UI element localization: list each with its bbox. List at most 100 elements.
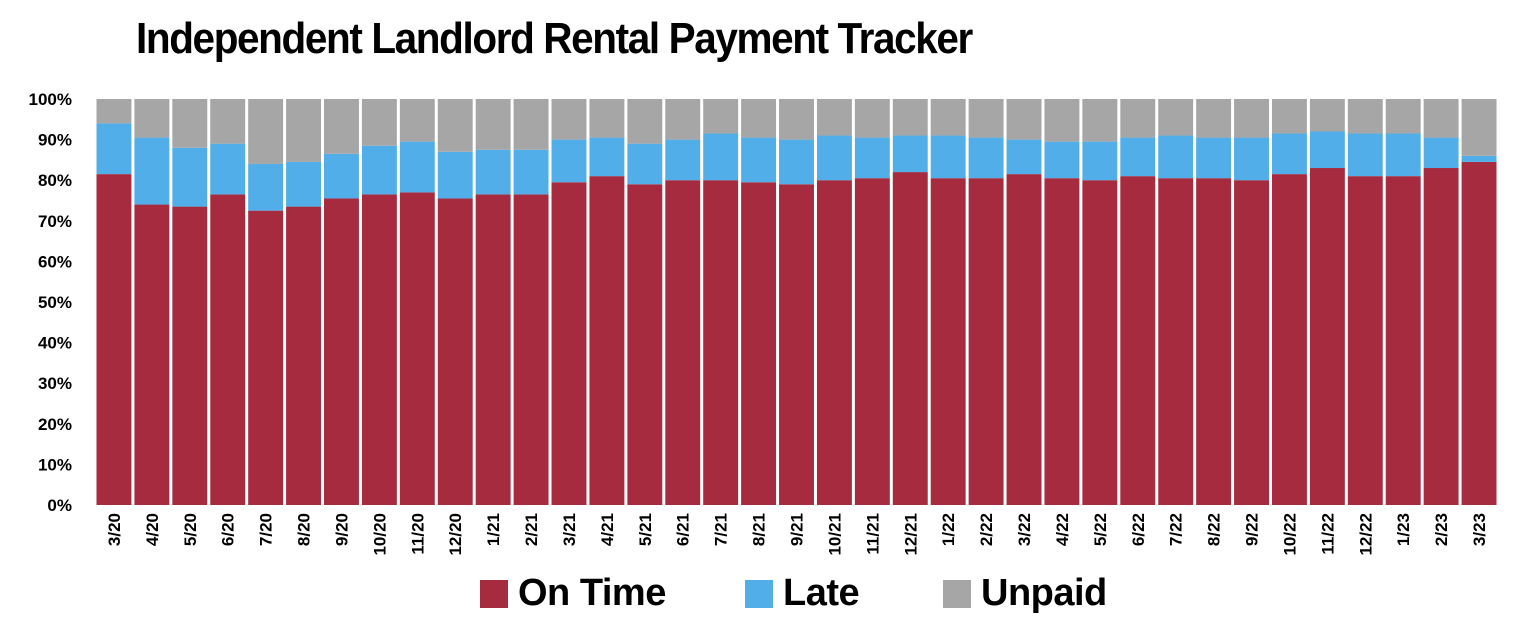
- bar-on-time-1-22: [930, 178, 966, 506]
- bar-on-time-12-21: [892, 172, 928, 505]
- bar-late-7-21: [703, 133, 739, 181]
- bar-unpaid-1-23: [1385, 99, 1421, 134]
- bar-on-time-5-22: [1082, 180, 1118, 505]
- bar-unpaid-12-21: [892, 99, 928, 136]
- y-tick-label: 20%: [38, 415, 72, 434]
- bar-unpaid-4-22: [1044, 99, 1080, 142]
- x-axis: 3/20 4/20 5/20 6/20 7/20 8/20 9/20 10/20 11/20 12…: [105, 513, 1489, 556]
- bar-on-time-1-23: [1385, 176, 1421, 505]
- bar-unpaid-2-21: [513, 99, 549, 150]
- bar-late-12-21: [892, 135, 928, 173]
- bar-late-4-21: [589, 137, 625, 177]
- bar-late-9-21: [779, 139, 814, 185]
- bar-unpaid-12-20: [437, 99, 473, 152]
- y-tick-label: 80%: [38, 171, 72, 190]
- bar-unpaid-3-23: [1461, 99, 1497, 156]
- bar-late-11-22: [1309, 131, 1345, 169]
- bar-late-11-20: [399, 141, 435, 193]
- bar-unpaid-5-20: [172, 99, 208, 148]
- bar-on-time-8-21: [741, 182, 777, 506]
- y-tick-label: 100%: [29, 90, 72, 109]
- bar-unpaid-7-22: [1158, 99, 1194, 136]
- x-tick-label-12-21: 12/21: [901, 513, 920, 556]
- legend-label-on-time: On Time: [518, 572, 666, 614]
- bar-unpaid-1-21: [475, 99, 511, 150]
- x-tick-label-12-22: 12/22: [1356, 513, 1375, 556]
- bar-on-time-9-21: [779, 184, 814, 505]
- x-tick-label-9-20: 9/20: [333, 513, 352, 546]
- bar-unpaid-2-23: [1423, 99, 1459, 138]
- legend-item-on-time: On Time: [480, 572, 666, 615]
- y-axis: 0% 10% 20% 30% 40% 50% 60% 70% 80% 90% 100%: [29, 90, 72, 515]
- x-tick-label-9-21: 9/21: [788, 513, 807, 546]
- bar-late-9-20: [324, 153, 359, 199]
- x-tick-label-1-22: 1/22: [939, 513, 958, 546]
- bar-on-time-6-21: [665, 180, 701, 505]
- x-tick-label-7-22: 7/22: [1167, 513, 1186, 546]
- x-tick-label-10-21: 10/21: [825, 513, 844, 556]
- bar-on-time-8-20: [286, 206, 322, 505]
- legend-item-late: Late: [745, 572, 860, 615]
- bar-late-10-21: [816, 135, 852, 181]
- bar-on-time-6-20: [210, 194, 246, 505]
- bar-unpaid-3-20: [96, 99, 132, 124]
- bar-unpaid-4-20: [134, 99, 170, 138]
- y-tick-label: 90%: [38, 131, 72, 150]
- x-tick-label-5-21: 5/21: [636, 513, 655, 546]
- bar-late-3-22: [1006, 139, 1042, 175]
- x-tick-label-5-20: 5/20: [181, 513, 200, 546]
- bar-late-2-22: [968, 137, 1004, 179]
- bar-on-time-4-22: [1044, 178, 1080, 506]
- bar-unpaid-1-22: [930, 99, 966, 136]
- bar-on-time-10-20: [361, 194, 397, 505]
- bar-on-time-6-22: [1120, 176, 1156, 505]
- x-tick-label-6-22: 6/22: [1129, 513, 1148, 546]
- x-tick-label-10-20: 10/20: [370, 513, 389, 556]
- x-tick-label-8-20: 8/20: [295, 513, 314, 546]
- bar-unpaid-4-21: [589, 99, 625, 138]
- bar-late-5-20: [172, 147, 208, 207]
- bar-on-time-9-20: [324, 198, 359, 505]
- x-tick-label-6-21: 6/21: [674, 513, 693, 546]
- bar-late-6-20: [210, 143, 246, 195]
- bar-late-8-22: [1196, 137, 1232, 179]
- legend-label-late: Late: [783, 572, 860, 614]
- x-tick-label-2-22: 2/22: [977, 513, 996, 546]
- bar-unpaid-10-21: [816, 99, 852, 136]
- x-tick-label-7-21: 7/21: [712, 513, 731, 546]
- bar-late-8-20: [286, 161, 322, 207]
- bar-on-time-7-20: [248, 210, 284, 505]
- y-tick-label: 70%: [38, 212, 72, 231]
- x-tick-label-10-22: 10/22: [1280, 513, 1299, 556]
- bar-on-time-5-20: [172, 206, 208, 505]
- x-tick-label-8-22: 8/22: [1205, 513, 1224, 546]
- bar-late-7-22: [1158, 135, 1194, 179]
- x-tick-label-1-23: 1/23: [1394, 513, 1413, 546]
- bar-unpaid-11-20: [399, 99, 435, 142]
- bar-unpaid-3-21: [551, 99, 587, 140]
- bar-late-12-22: [1347, 133, 1383, 177]
- legend-swatch-unpaid: [943, 579, 971, 608]
- bar-unpaid-11-21: [854, 99, 890, 138]
- bar-late-6-21: [665, 139, 701, 181]
- bar-late-7-20: [248, 163, 284, 211]
- bar-on-time-8-22: [1196, 178, 1232, 506]
- bar-late-4-22: [1044, 141, 1080, 179]
- bar-unpaid-3-22: [1006, 99, 1042, 140]
- bar-late-3-21: [551, 139, 587, 183]
- bar-on-time-12-22: [1347, 176, 1383, 505]
- legend-swatch-late: [745, 579, 773, 608]
- bar-late-11-21: [854, 137, 890, 179]
- bar-late-8-21: [741, 137, 777, 183]
- legend-swatch-on-time: [480, 579, 508, 608]
- bar-late-1-21: [475, 149, 511, 195]
- bar-unpaid-7-20: [248, 99, 284, 164]
- x-tick-label-5-22: 5/22: [1091, 513, 1110, 546]
- x-tick-label-11-20: 11/20: [408, 513, 427, 555]
- x-tick-label-11-22: 11/22: [1318, 513, 1337, 555]
- bar-on-time-3-21: [551, 182, 587, 506]
- bar-late-10-20: [361, 145, 397, 195]
- bar-on-time-3-20: [96, 174, 132, 506]
- x-tick-label-4-20: 4/20: [143, 513, 162, 546]
